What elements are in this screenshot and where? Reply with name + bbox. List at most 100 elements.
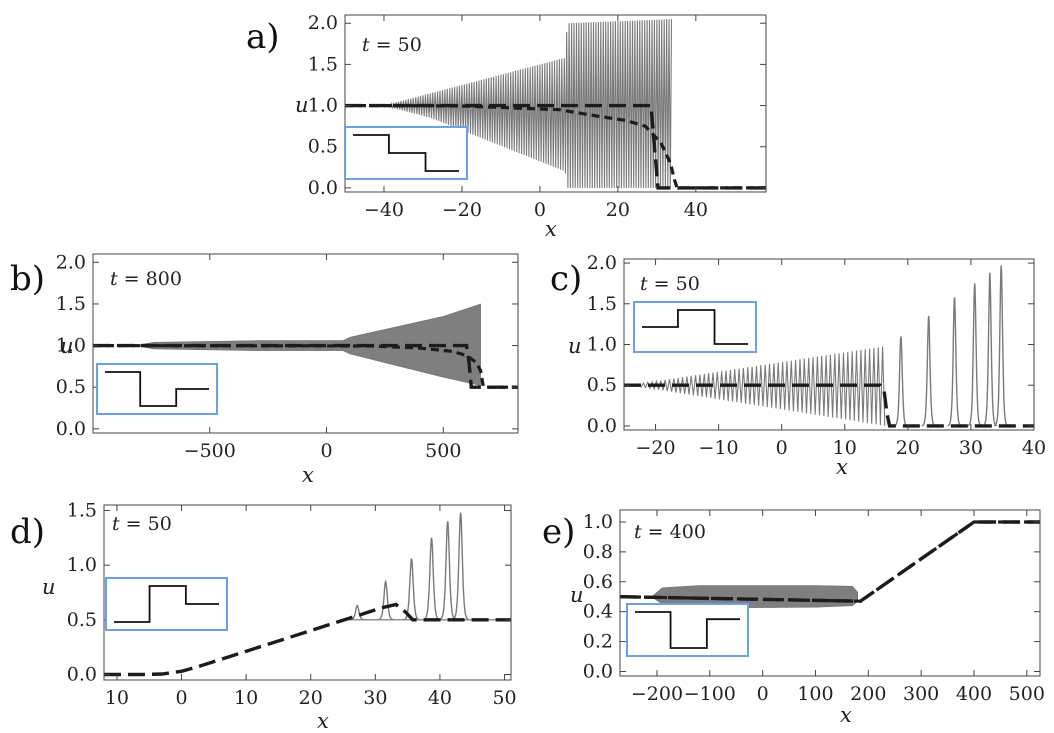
panel-b-ytick-label-4: 2.0 (56, 251, 86, 273)
panel-a-series-dashed (345, 103, 766, 190)
panel-d-time-var: t (112, 513, 120, 535)
panel-e-inset-step-profile (635, 611, 740, 649)
panel-e-xtick-label-5: 300 (903, 683, 939, 705)
panel-a-ytick-label-3: 1.5 (308, 53, 338, 75)
panel-d-data-area (104, 512, 511, 677)
panel-a-time-value: 50 (398, 34, 422, 56)
panel-b-xtick-label-0: −500 (184, 440, 236, 462)
panel-d-soliton-5 (438, 521, 457, 621)
panel-c-ytick-label-2: 1.0 (587, 334, 617, 356)
panel-c-xtick-label-3: 10 (833, 437, 857, 459)
panel-c-letter: c) (550, 259, 582, 299)
panel-d-soliton-4 (422, 537, 441, 621)
panel-b-ytick-label-3: 1.5 (56, 293, 86, 315)
panel-e-xlabel: x (840, 703, 852, 727)
panel-a-series-short-dashed (345, 103, 766, 190)
panel-c-plot: −20 −10 0 10 20 30 40 0.0 0.5 1.0 1.5 2.0 (587, 252, 1046, 459)
panel-d-xtick-label-5: 40 (428, 687, 452, 709)
panel-b-xlabel: x (302, 463, 314, 487)
panel-a-inset-step-profile (353, 134, 459, 172)
panel-b-data-area (93, 303, 518, 389)
panel-a-xtick-label-2: 0 (534, 199, 546, 221)
panel-c-soliton-1 (893, 336, 908, 427)
panel-b-plot: −500 0 500 0.0 0.5 1.0 1.5 2.0 (56, 251, 519, 462)
panel-e-ytick-label-0: 0.0 (583, 661, 613, 683)
panel-e-letter: e) (542, 512, 575, 552)
panel-a-xtick-label-3: 20 (606, 199, 630, 221)
panel-e-time-var: t (634, 521, 642, 543)
panel-c-xtick-label-6: 40 (1022, 437, 1046, 459)
panel-e-ytick-label-4: 0.8 (583, 541, 613, 563)
panel-a-time-var: t (362, 34, 370, 56)
panel-e-xtick-label-2: 0 (757, 683, 769, 705)
panel-b: b) t = 800 u x (10, 259, 314, 487)
panel-b-xtick-label-2: 500 (425, 440, 461, 462)
panel-e-ytick-label-2: 0.4 (583, 601, 613, 623)
panel-e-ylabel: u (570, 583, 584, 607)
panel-b-xtick-label-1: 0 (320, 440, 332, 462)
panel-d-inset-step-profile (114, 585, 219, 623)
panel-d-ylabel: u (42, 575, 56, 599)
panel-c-soliton-3 (947, 297, 962, 427)
panel-d-xtick-label-2: 10 (234, 687, 258, 709)
panel-d-xtick-label-1: 0 (175, 687, 187, 709)
panel-b-frame (92, 253, 519, 434)
panel-a-data-area (345, 19, 766, 190)
panel-b-time-value: 800 (146, 268, 182, 290)
panel-c-soliton-2 (921, 315, 936, 427)
panel-c-ytick-label-3: 1.5 (587, 293, 617, 315)
panel-e: e) t = 400 u x (542, 512, 852, 727)
panel-b-series-short-dashed (93, 344, 518, 389)
panel-c-soliton-6 (993, 265, 1009, 427)
panel-c-xtick-label-4: 20 (896, 437, 920, 459)
panel-c-soliton-4 (967, 283, 982, 427)
panel-a-time-label: t = 50 (362, 34, 422, 56)
panel-c-inset-step-profile (642, 309, 748, 345)
panel-d-xtick-label-6: 50 (492, 687, 516, 709)
panel-b-ylabel: u (60, 334, 74, 358)
panel-d-soliton-6 (451, 512, 470, 621)
panel-c-ytick-label-1: 0.5 (587, 374, 617, 396)
panel-e-time-label: t = 400 (634, 521, 706, 543)
panel-d-series-dashed (104, 602, 511, 677)
panel-e-plot: −200 −100 0 100 200 300 400 500 0.0 0.2 0.4 0.6 0.8 1… (583, 509, 1045, 705)
panel-c-xtick-label-5: 30 (959, 437, 983, 459)
panel-e-xtick-label-4: 200 (850, 683, 886, 705)
panel-a-oscillation-wavetrain (383, 19, 673, 188)
panel-e-ytick-label-1: 0.2 (583, 631, 613, 653)
panel-a-ytick-label-0: 0.0 (308, 177, 338, 199)
panel-c-data-area (624, 265, 1034, 428)
panel-c-ylabel: u (568, 334, 582, 358)
panel-d: d) t = 50 u x (10, 512, 329, 733)
panel-c: c) t = 50 u x (550, 259, 848, 479)
panel-e-xtick-label-0: −200 (631, 683, 683, 705)
panel-d-ytick-label-2: 1.0 (67, 554, 97, 576)
panel-a-xtick-label-1: −20 (442, 199, 482, 221)
panel-e-frame (619, 509, 1041, 677)
panel-c-series-dashed (624, 383, 1034, 428)
panel-a-ylabel: u (295, 93, 309, 117)
panel-a-ytick-label-1: 0.5 (308, 136, 338, 158)
panel-c-time-var: t (640, 273, 648, 295)
panel-b-inset-step-profile (105, 371, 209, 407)
panel-a-ytick-label-2: 1.0 (308, 95, 338, 117)
panel-a-plot: −40 −20 0 20 40 0.0 0.5 1.0 1.5 2.0 (308, 12, 767, 221)
panel-d-ytick-label-3: 1.5 (67, 499, 97, 521)
panel-c-xtick-label-0: −20 (635, 437, 675, 459)
panel-d-time-label: t = 50 (112, 513, 172, 535)
panel-d-xlabel: x (317, 709, 329, 733)
panel-b-time-var: t (110, 268, 118, 290)
panel-a-xtick-label-0: −40 (364, 199, 404, 221)
panel-e-xtick-label-7: 500 (1009, 683, 1045, 705)
panel-c-ytick-label-0: 0.0 (587, 415, 617, 437)
panel-b-letter: b) (10, 259, 45, 299)
panel-a-ytick-label-4: 2.0 (308, 12, 338, 34)
panel-e-series-short-dashed (620, 520, 1040, 603)
panel-c-time-label: t = 50 (640, 273, 700, 295)
panel-a-xtick-label-4: 40 (684, 199, 708, 221)
panel-e-xtick-label-6: 400 (956, 683, 992, 705)
panel-a-xlabel: x (545, 217, 557, 241)
panel-d-time-value: 50 (148, 513, 172, 535)
panel-a: a) t = 50 u x (246, 17, 557, 241)
